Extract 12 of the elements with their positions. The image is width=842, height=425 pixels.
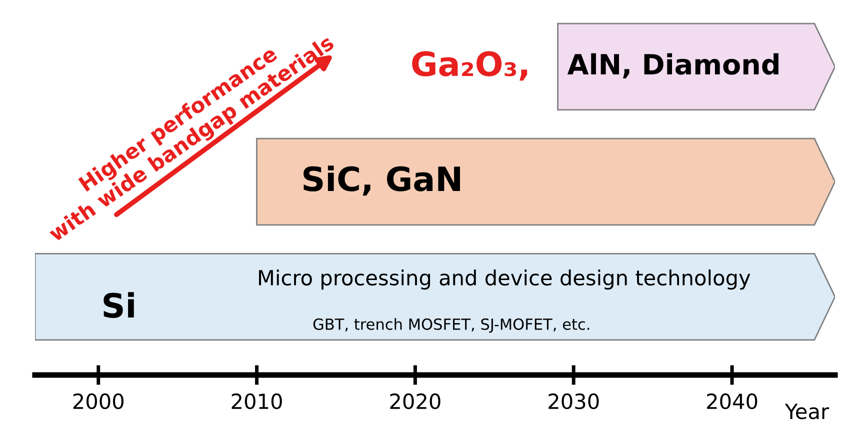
annotation: Micro processing and device design technology	[259, 269, 750, 290]
annotation: GBT, trench MOSFET, SJ-MOFET, etc.	[313, 318, 590, 333]
annotation: Si	[104, 292, 134, 318]
x-tick-label: 2040	[707, 393, 758, 410]
x-tick-label: 2020	[390, 393, 440, 410]
x-tick-label: 2010	[232, 393, 282, 410]
x-tick-label: 2000	[73, 393, 124, 410]
annotation: Ga₂O₃,	[412, 51, 528, 81]
x-tick-label: 2030	[548, 393, 599, 410]
annotation: AlN, Diamond	[567, 53, 778, 78]
x-axis-title: Year	[784, 404, 830, 420]
annotation: SiC, GaN	[304, 166, 460, 196]
